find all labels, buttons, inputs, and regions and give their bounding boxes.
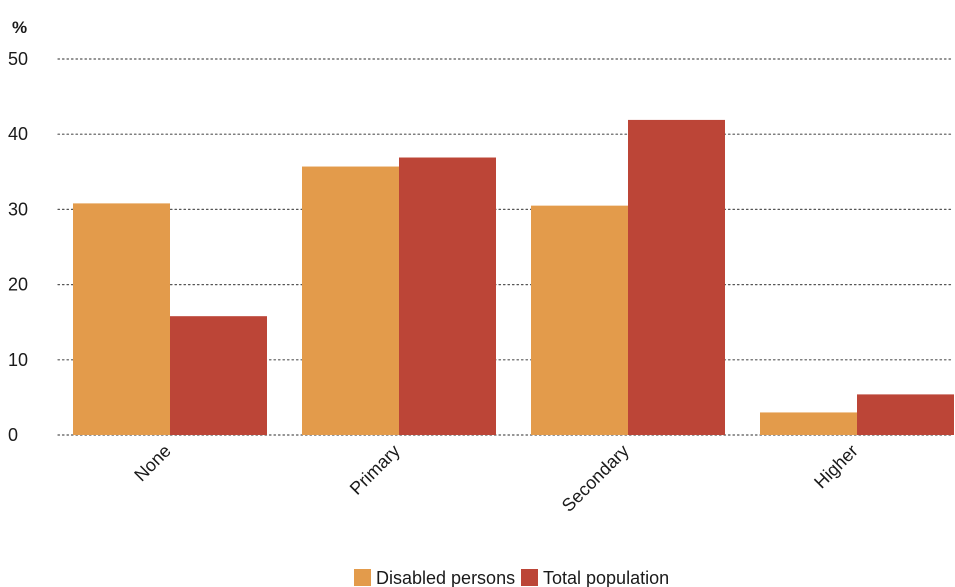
legend-label-disabled-persons: Disabled persons: [376, 568, 515, 587]
x-tick-label-higher: Higher: [810, 441, 862, 493]
y-tick-label: 40: [8, 124, 28, 144]
legend: Disabled persons Total population: [354, 568, 669, 587]
x-tick-label-none: None: [130, 441, 175, 486]
bar-primary-total-population: [399, 157, 496, 435]
legend-swatch-disabled-persons: [354, 569, 371, 586]
y-tick-label: 0: [8, 425, 18, 445]
y-tick-label: 30: [8, 199, 28, 219]
x-axis-category-labels: None Primary Secondary Higher: [130, 441, 862, 516]
y-tick-label: 50: [8, 49, 28, 69]
legend-label-total-population: Total population: [543, 568, 669, 587]
legend-swatch-total-population: [521, 569, 538, 586]
y-tick-label: 10: [8, 350, 28, 370]
bar-none-total-population: [170, 316, 267, 435]
x-tick-label-secondary: Secondary: [558, 441, 633, 516]
bar-higher-total-population: [857, 394, 954, 435]
x-tick-label-primary: Primary: [346, 441, 404, 499]
bars: [73, 119, 954, 436]
bar-none-disabled-persons: [73, 203, 170, 435]
y-tick-label: 20: [8, 275, 28, 295]
bar-secondary-total-population: [628, 119, 725, 436]
bar-higher-disabled-persons: [760, 412, 857, 435]
y-axis-label: %: [12, 18, 27, 37]
bar-secondary-disabled-persons: [531, 205, 628, 435]
y-axis-ticks: 0 10 20 30 40 50: [8, 49, 28, 445]
bar-primary-disabled-persons: [302, 166, 399, 435]
